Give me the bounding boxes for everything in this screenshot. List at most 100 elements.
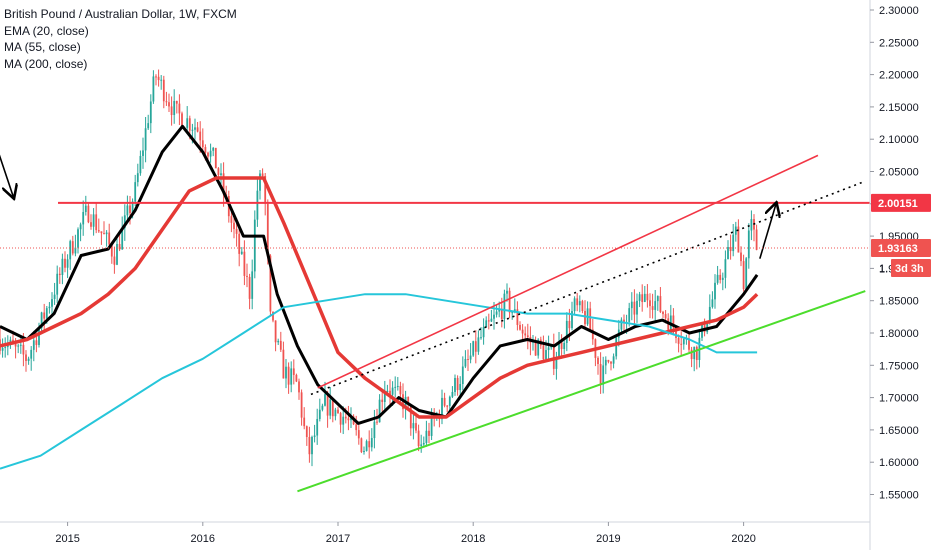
candle-body — [103, 233, 105, 235]
candle-body — [160, 79, 163, 81]
candle-body — [17, 345, 20, 347]
candle-body — [92, 214, 95, 227]
candle-body — [495, 311, 498, 315]
y-tick-label: 1.55000 — [879, 490, 919, 502]
candle-body — [142, 150, 144, 156]
candle-body — [316, 418, 319, 436]
candle-body — [108, 232, 111, 245]
candle-body — [287, 366, 290, 385]
legend-ema[interactable]: EMA (20, close) — [4, 23, 89, 38]
candle-body — [308, 437, 311, 455]
candle-body — [675, 327, 677, 339]
candle-body — [545, 350, 547, 360]
candle-body — [344, 416, 347, 419]
candle-body — [147, 123, 150, 129]
ma-55-line[interactable] — [0, 176, 759, 419]
candle-body — [446, 405, 449, 407]
candle-body — [246, 275, 248, 277]
candle-body — [199, 131, 202, 141]
candle-body — [516, 309, 519, 325]
candle-body — [324, 394, 326, 406]
candle-body — [157, 76, 160, 81]
candle-body — [1, 347, 4, 351]
candle-body — [651, 306, 654, 310]
candle-body — [493, 314, 495, 319]
legend-ma55[interactable]: MA (55, close) — [4, 40, 81, 54]
candle-body — [45, 308, 48, 319]
candle-body — [607, 359, 610, 362]
candle-body — [633, 301, 636, 315]
candle-body — [79, 224, 82, 230]
ma-200-line[interactable] — [0, 293, 758, 470]
candle-body — [121, 228, 124, 250]
candle-body — [30, 349, 33, 359]
candle-body — [19, 344, 22, 346]
candle-body — [365, 441, 368, 451]
candle-body — [555, 358, 558, 369]
candle-body — [27, 358, 30, 361]
candle-body — [90, 222, 92, 227]
candle-body — [745, 258, 748, 290]
candle-body — [347, 418, 350, 421]
candle-body — [511, 312, 514, 314]
candle-body — [337, 409, 339, 414]
candle-body — [134, 182, 137, 202]
y-tick-label: 2.15000 — [879, 102, 919, 114]
candle-body — [173, 100, 176, 116]
y-tick-label: 2.05000 — [879, 167, 919, 179]
candle-body — [524, 333, 527, 336]
candle-body — [623, 319, 625, 323]
candle-body — [534, 340, 537, 356]
candle-body — [630, 301, 633, 309]
candle-body — [396, 385, 399, 387]
candle-body — [64, 258, 66, 268]
candle-body — [56, 273, 59, 295]
candle-body — [77, 229, 79, 248]
candle-body — [334, 409, 337, 417]
ema-20-line[interactable] — [0, 124, 759, 425]
dotted-trendline[interactable] — [310, 180, 866, 396]
candle-body — [370, 438, 373, 448]
pointer-arrow[interactable] — [0, 117, 14, 198]
candle-body — [441, 397, 443, 420]
candle-body — [597, 357, 599, 365]
candle-body — [339, 413, 342, 425]
candle-body — [711, 299, 714, 307]
candle-body — [443, 397, 446, 406]
candle-body — [194, 127, 196, 130]
upper-channel-line[interactable] — [317, 154, 819, 389]
candle-body — [477, 337, 480, 352]
legend-ma200[interactable]: MA (200, close) — [4, 56, 88, 71]
candle-body — [285, 366, 287, 379]
candle-body — [295, 374, 298, 382]
candle-body — [105, 232, 108, 235]
lower-channel-line[interactable] — [297, 290, 866, 493]
candle-body — [742, 261, 745, 290]
candle-body — [113, 256, 116, 265]
candle-body — [693, 346, 696, 360]
candle-body — [682, 339, 685, 345]
candle-body — [550, 346, 553, 348]
candle-body — [620, 319, 623, 330]
candle-body — [40, 312, 43, 329]
candle-body — [298, 381, 300, 393]
projection-arrow[interactable] — [759, 204, 776, 259]
candle-body — [168, 102, 170, 107]
candle-body — [326, 394, 329, 416]
candle-body — [464, 358, 467, 367]
candle-body — [677, 338, 680, 344]
candle-body — [253, 219, 256, 272]
candle-body — [51, 299, 53, 307]
candle-body — [521, 329, 524, 334]
chart-title[interactable]: British Pound / Australian Dollar, 1W, F… — [4, 7, 237, 21]
candle-body — [217, 168, 220, 175]
candle-body — [628, 308, 631, 322]
svg-text:1.93163: 1.93163 — [878, 243, 918, 255]
candle-body — [480, 337, 482, 339]
candle-body — [214, 147, 217, 169]
candle-body — [659, 296, 662, 312]
candle-body — [727, 247, 729, 260]
candle-body — [565, 320, 568, 343]
candle-body — [48, 306, 51, 309]
